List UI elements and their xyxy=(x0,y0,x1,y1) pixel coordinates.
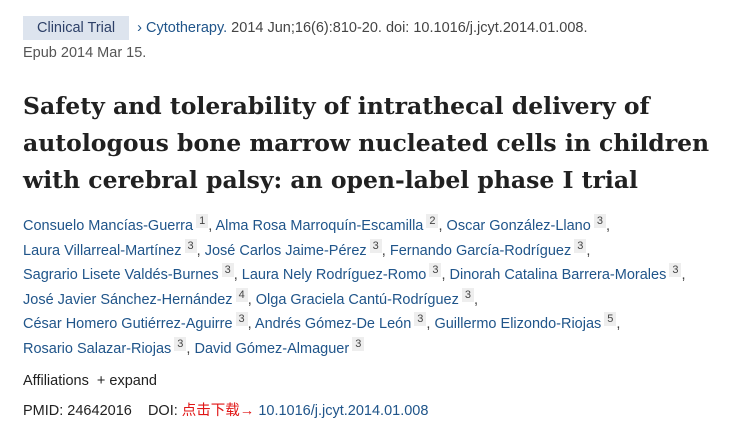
affiliation-number[interactable]: 2 xyxy=(426,214,439,228)
author-link[interactable]: Alma Rosa Marroquín-Escamilla xyxy=(215,218,424,234)
expand-affiliations-button[interactable]: + expand xyxy=(96,373,157,389)
affiliation-number[interactable]: 3 xyxy=(669,263,682,277)
chevron-right-icon[interactable]: › xyxy=(137,20,143,36)
author-link[interactable]: Laura Nely Rodríguez-Romo xyxy=(241,267,427,283)
epub-date: Epub 2014 Mar 15. xyxy=(23,45,147,61)
author-line: Rosario Salazar-Riojas 3, David Gómez-Alm… xyxy=(23,336,685,362)
affiliation-number[interactable]: 3 xyxy=(574,238,587,253)
separator: , xyxy=(381,242,390,259)
author-line: Laura Villarreal-Martínez 3, José Carlos … xyxy=(23,238,685,264)
separator: , xyxy=(426,316,435,332)
separator: , xyxy=(438,218,447,234)
author-link[interactable]: Fernando García-Rodríguez xyxy=(389,242,572,259)
author-link[interactable]: Sagrario Lisete Valdés-Burnes xyxy=(23,267,219,283)
affiliation-number[interactable]: 3 xyxy=(174,336,187,351)
author-line: Sagrario Lisete Valdés-Burnes 3, Laura Ne… xyxy=(23,263,685,288)
citation-text: 2014 Jun;16(6):810-20. doi: 10.1016/j.jc… xyxy=(227,20,588,36)
separator: , xyxy=(681,267,686,283)
separator: , xyxy=(616,316,621,332)
author-link[interactable]: Dinorah Catalina Barrera-Morales xyxy=(449,267,667,283)
affiliation-number[interactable]: 3 xyxy=(184,238,197,253)
affiliation-number[interactable]: 5 xyxy=(604,312,617,326)
affiliation-number[interactable]: 4 xyxy=(235,287,248,302)
affiliation-number[interactable]: 3 xyxy=(414,312,427,326)
doi-label: DOI: xyxy=(147,403,178,419)
affiliation-number[interactable]: 3 xyxy=(235,312,248,326)
identifiers-row: PMID: 24642016 DOI: 点击下载→ 10.1016/j.jcyt… xyxy=(23,399,428,420)
author-line: Consuelo Mancías-Guerra 1, Alma Rosa Marr… xyxy=(23,214,685,239)
separator: , xyxy=(605,218,610,234)
citation-line: Clinical Trial › Cytotherapy. 2014 Jun;16(… xyxy=(23,16,588,40)
journal-link[interactable]: Cytotherapy. xyxy=(146,20,228,36)
author-link[interactable]: Rosario Salazar-Riojas xyxy=(23,340,172,357)
affiliation-number[interactable]: 3 xyxy=(221,263,234,277)
doi-link[interactable]: 10.1016/j.jcyt.2014.01.008 xyxy=(258,403,429,419)
author-link[interactable]: César Homero Gutiérrez-Aguirre xyxy=(23,316,233,332)
author-link[interactable]: Andrés Gómez-De León xyxy=(254,316,412,332)
author-link[interactable]: José Javier Sánchez-Hernández xyxy=(23,291,233,308)
download-link[interactable]: 点击下载→ xyxy=(181,403,255,419)
pmid: PMID: 24642016 xyxy=(23,403,132,419)
author-link[interactable]: Consuelo Mancías-Guerra xyxy=(23,218,194,234)
affiliations-row: Affiliations + expand xyxy=(23,373,157,389)
author-link[interactable]: Oscar González-Llano xyxy=(446,218,591,234)
affiliation-number[interactable]: 3 xyxy=(429,263,442,277)
affiliation-number[interactable]: 1 xyxy=(196,214,209,228)
author-link[interactable]: Olga Graciela Cantú-Rodríguez xyxy=(255,291,459,308)
author-link[interactable]: Guillermo Elizondo-Riojas xyxy=(434,316,602,332)
separator: , xyxy=(233,267,242,283)
affiliation-number[interactable]: 3 xyxy=(369,238,382,253)
article-title: Safety and tolerability of intrathecal d… xyxy=(23,92,710,194)
separator: , xyxy=(196,242,205,259)
separator: , xyxy=(208,218,216,234)
separator: , xyxy=(247,316,255,332)
affiliation-number[interactable]: 3 xyxy=(352,336,365,351)
affiliation-number[interactable]: 3 xyxy=(593,214,606,228)
author-list: Consuelo Mancías-Guerra 1, Alma Rosa Marr… xyxy=(23,214,685,361)
author-line: César Homero Gutiérrez-Aguirre 3, Andrés … xyxy=(23,312,685,337)
separator: , xyxy=(586,242,591,259)
author-link[interactable]: José Carlos Jaime-Pérez xyxy=(204,242,367,259)
author-link[interactable]: David Gómez-Almaguer xyxy=(194,340,350,357)
separator: , xyxy=(247,291,256,308)
affiliation-number[interactable]: 3 xyxy=(461,287,474,302)
author-link[interactable]: Laura Villarreal-Martínez xyxy=(23,242,182,259)
separator: , xyxy=(186,340,195,357)
author-line: José Javier Sánchez-Hernández 4, Olga Gra… xyxy=(23,287,685,313)
separator: , xyxy=(473,291,479,308)
affiliations-label: Affiliations xyxy=(23,373,89,389)
publication-type-badge: Clinical Trial xyxy=(23,16,130,40)
separator: , xyxy=(441,267,450,283)
